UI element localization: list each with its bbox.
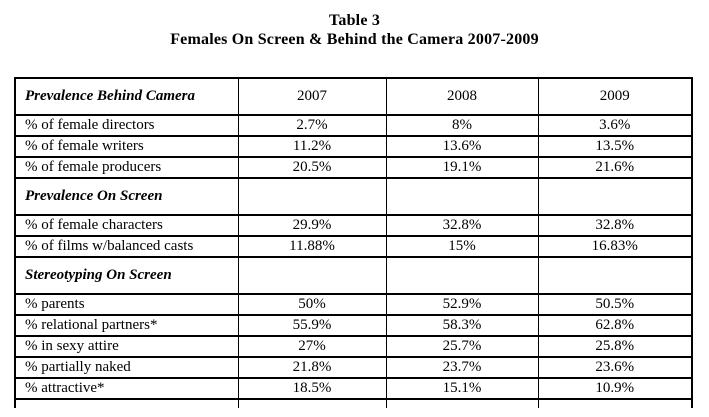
value-cell: 19.1% xyxy=(385,156,539,179)
row-label-cell: % attractive* xyxy=(14,377,239,400)
row-label-cell: % of female characters xyxy=(14,214,239,237)
table-row: % of female directors 2.7% 8% 3.6% xyxy=(14,114,693,137)
data-table-container: Prevalence Behind Camera 2007 2008 2009 … xyxy=(14,77,695,408)
year-column-header: 2007 xyxy=(237,77,387,116)
value-cell: 10.9% xyxy=(537,377,693,400)
table-row: % attractive* 18.5% 15.1% 10.9% xyxy=(14,377,693,400)
row-label-cell: % in sexy attire xyxy=(14,335,239,358)
empty-cell xyxy=(537,177,693,216)
table-row: % of female characters 29.9% 32.8% 32.8% xyxy=(14,214,693,237)
section-header-cell: Stereotyping On Screen xyxy=(14,256,239,295)
table-row: % of female producers 20.5% 19.1% 21.6% xyxy=(14,156,693,179)
section-header-row: Stereotyping On Screen xyxy=(14,256,693,295)
header-label-cell: Prevalence Behind Camera xyxy=(14,77,239,116)
table-row: % relational partners* 55.9% 58.3% 62.8% xyxy=(14,314,693,337)
value-cell: 3.6% xyxy=(537,114,693,137)
value-cell: 29.9% xyxy=(237,214,387,237)
section-header-row: Prevalence On Screen xyxy=(14,177,693,216)
empty-cell xyxy=(537,256,693,295)
value-cell: 2.7% xyxy=(237,114,387,137)
empty-cell xyxy=(237,256,387,295)
empty-cell xyxy=(237,177,387,216)
row-label-cell: % of films w/balanced casts xyxy=(14,235,239,258)
row-label-cell: % parents xyxy=(14,293,239,316)
value-cell: 13.5% xyxy=(537,135,693,158)
table-row: % of films w/balanced casts 11.88% 15% 1… xyxy=(14,235,693,258)
empty-cell xyxy=(385,256,539,295)
value-cell: 21.8% xyxy=(237,356,387,379)
empty-cell xyxy=(385,398,539,408)
value-cell: 11.2% xyxy=(237,135,387,158)
value-cell: 13.6% xyxy=(385,135,539,158)
value-cell: 15.1% xyxy=(385,377,539,400)
row-label-cell: % relational partners* xyxy=(14,314,239,337)
females-on-screen-table: Prevalence Behind Camera 2007 2008 2009 … xyxy=(14,77,693,408)
value-cell: 8% xyxy=(385,114,539,137)
value-cell: 27% xyxy=(237,335,387,358)
clipped-partial-row xyxy=(14,398,693,408)
value-cell: 50.5% xyxy=(537,293,693,316)
table-row: % partially naked 21.8% 23.7% 23.6% xyxy=(14,356,693,379)
value-cell: 20.5% xyxy=(237,156,387,179)
table-row: % of female writers 11.2% 13.6% 13.5% xyxy=(14,135,693,158)
value-cell: 15% xyxy=(385,235,539,258)
value-cell: 18.5% xyxy=(237,377,387,400)
row-label-cell: % partially naked xyxy=(14,356,239,379)
row-label-cell: % of female directors xyxy=(14,114,239,137)
empty-cell xyxy=(537,398,693,408)
value-cell: 58.3% xyxy=(385,314,539,337)
value-cell: 32.8% xyxy=(385,214,539,237)
value-cell: 23.6% xyxy=(537,356,693,379)
value-cell: 16.83% xyxy=(537,235,693,258)
table-row: % parents 50% 52.9% 50.5% xyxy=(14,293,693,316)
table-caption: Table 3 Females On Screen & Behind the C… xyxy=(0,11,709,49)
section-header-cell: Prevalence On Screen xyxy=(14,177,239,216)
value-cell: 32.8% xyxy=(537,214,693,237)
table-header-row: Prevalence Behind Camera 2007 2008 2009 xyxy=(14,77,693,116)
value-cell: 55.9% xyxy=(237,314,387,337)
table-number: Table 3 xyxy=(328,12,381,29)
value-cell: 11.88% xyxy=(237,235,387,258)
value-cell: 52.9% xyxy=(385,293,539,316)
row-label-cell: % of female writers xyxy=(14,135,239,158)
value-cell: 21.6% xyxy=(537,156,693,179)
year-column-header: 2009 xyxy=(537,77,693,116)
empty-cell xyxy=(385,177,539,216)
empty-cell xyxy=(14,398,239,408)
value-cell: 50% xyxy=(237,293,387,316)
row-label-cell: % of female producers xyxy=(14,156,239,179)
year-column-header: 2008 xyxy=(385,77,539,116)
value-cell: 25.7% xyxy=(385,335,539,358)
value-cell: 23.7% xyxy=(385,356,539,379)
table-title-text: Females On Screen & Behind the Camera 20… xyxy=(170,31,539,48)
table-row: % in sexy attire 27% 25.7% 25.8% xyxy=(14,335,693,358)
value-cell: 62.8% xyxy=(537,314,693,337)
empty-cell xyxy=(237,398,387,408)
value-cell: 25.8% xyxy=(537,335,693,358)
